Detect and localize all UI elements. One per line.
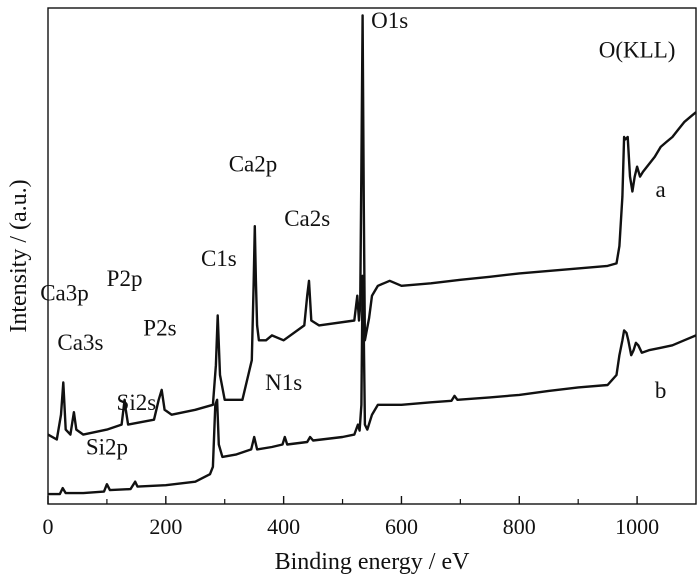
curve-tag-b: b [655, 378, 667, 403]
x-tick-label: 400 [267, 514, 300, 539]
peak-label: Si2s [117, 390, 157, 415]
peak-label: O(KLL) [599, 38, 676, 63]
x-tick-label: 0 [43, 514, 54, 539]
x-tick-label: 600 [385, 514, 418, 539]
peak-label: Ca3s [57, 330, 103, 355]
peak-label: P2p [107, 266, 143, 291]
plot-frame [47, 7, 697, 505]
peak-label: Ca2p [229, 152, 278, 177]
peak-label: C1s [201, 246, 237, 271]
curve-tags: ab [655, 177, 667, 403]
x-tick-label: 800 [503, 514, 536, 539]
peak-label: P2s [143, 315, 176, 340]
y-axis-title: Intensity / (a.u.) [6, 179, 32, 332]
peak-label: Si2p [86, 434, 128, 459]
peak-label: O1s [371, 8, 408, 33]
peak-annotations: O1s O(KLL) Ca2p Ca2s C1s P2p Ca3p P2s Ca3s N1s Si2… [40, 8, 675, 460]
peak-label: Ca2s [284, 206, 330, 231]
axis-ticks: 0 200 400 600 800 1000 [43, 496, 659, 539]
peak-label: N1s [265, 370, 302, 395]
x-tick-label: 1000 [615, 514, 659, 539]
spectra-lines [47, 14, 697, 496]
peak-label: Ca3p [40, 281, 89, 306]
spectrum-line-a [47, 14, 697, 441]
x-tick-label: 200 [149, 514, 182, 539]
curve-tag-a: a [656, 177, 666, 202]
x-axis-title: Binding energy / eV [275, 549, 471, 575]
spectrum-line-b [48, 274, 697, 496]
